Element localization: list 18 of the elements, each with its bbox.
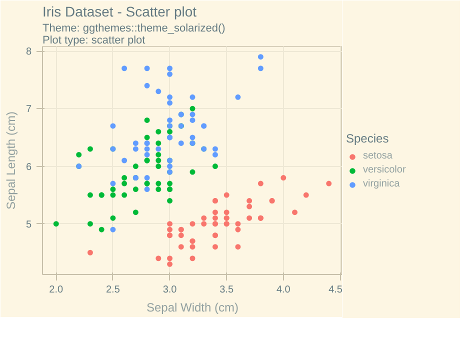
x-tick-label: 2.5 [106,284,120,296]
legend-title: Species [346,131,390,145]
y-tick-label: 5 [26,219,32,230]
y-tick-label: 8 [26,46,32,58]
x-tick-label: 3.0 [162,284,178,296]
legend-label: versicolor [363,164,406,176]
x-tick-label: 4.5 [328,284,343,296]
chart-title: Iris Dataset - Scatter plot [42,4,197,20]
x-tick-label: 3.5 [220,284,234,296]
x-tick-label: 4.0 [276,284,291,296]
x-tick-label: 2.0 [49,284,64,296]
y-tick-label: 7 [26,104,32,116]
x-axis-title: Sepal Width (cm) [146,300,239,314]
y-axis-title: Sepal Length (cm) [4,111,18,210]
chart-subtitle: Theme: ggthemes::theme_solarized() Plot type: scatter plot [42,22,226,46]
legend-label: virginica [363,178,400,190]
legend-label: setosa [363,150,392,162]
y-tick-label: 6 [26,162,32,173]
